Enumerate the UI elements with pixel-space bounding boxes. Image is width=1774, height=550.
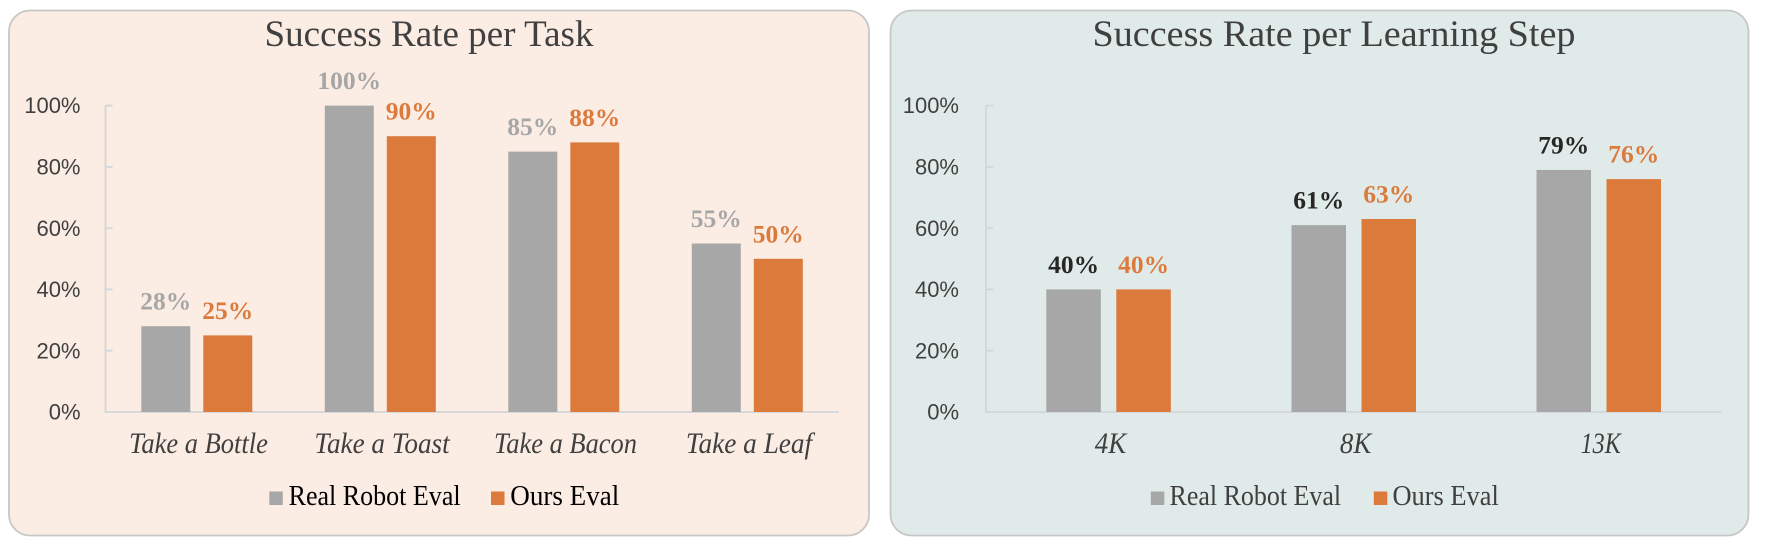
svg-text:25%: 25% [202, 296, 253, 325]
svg-text:Ours Eval: Ours Eval [510, 481, 619, 512]
svg-text:55%: 55% [691, 204, 742, 233]
svg-text:Take a Leaf: Take a Leaf [686, 427, 816, 460]
svg-text:80%: 80% [915, 155, 959, 180]
svg-text:85%: 85% [507, 112, 558, 141]
svg-text:Success Rate per Task: Success Rate per Task [265, 14, 594, 55]
svg-text:40%: 40% [36, 277, 80, 302]
svg-text:50%: 50% [753, 219, 804, 248]
svg-text:4K: 4K [1095, 427, 1128, 460]
svg-text:Real Robot Eval: Real Robot Eval [289, 481, 461, 512]
svg-text:Take a Bacon: Take a Bacon [494, 427, 637, 460]
svg-text:80%: 80% [36, 155, 80, 180]
svg-text:60%: 60% [915, 216, 959, 241]
svg-text:Ours Eval: Ours Eval [1393, 481, 1499, 512]
svg-text:100%: 100% [903, 93, 959, 118]
svg-text:0%: 0% [49, 400, 81, 425]
svg-text:Success Rate per Learning Step: Success Rate per Learning Step [1093, 14, 1576, 55]
svg-text:90%: 90% [386, 97, 437, 126]
svg-text:13K: 13K [1581, 427, 1623, 460]
svg-text:28%: 28% [140, 287, 191, 316]
svg-text:40%: 40% [915, 277, 959, 302]
svg-text:20%: 20% [915, 338, 959, 363]
svg-text:76%: 76% [1608, 140, 1659, 169]
svg-text:40%: 40% [1048, 250, 1099, 279]
svg-text:63%: 63% [1363, 180, 1414, 209]
svg-text:88%: 88% [569, 103, 620, 132]
svg-text:8K: 8K [1340, 427, 1373, 460]
svg-text:Take a Toast: Take a Toast [314, 427, 450, 460]
svg-text:100%: 100% [317, 66, 381, 95]
svg-text:60%: 60% [36, 216, 80, 241]
svg-text:20%: 20% [36, 338, 80, 363]
svg-text:61%: 61% [1293, 186, 1344, 215]
svg-text:Take a Bottle: Take a Bottle [129, 427, 268, 460]
svg-text:40%: 40% [1118, 250, 1169, 279]
svg-text:79%: 79% [1538, 130, 1589, 159]
svg-text:0%: 0% [927, 400, 959, 425]
svg-text:Real Robot Eval: Real Robot Eval [1170, 481, 1342, 512]
svg-text:100%: 100% [24, 93, 80, 118]
